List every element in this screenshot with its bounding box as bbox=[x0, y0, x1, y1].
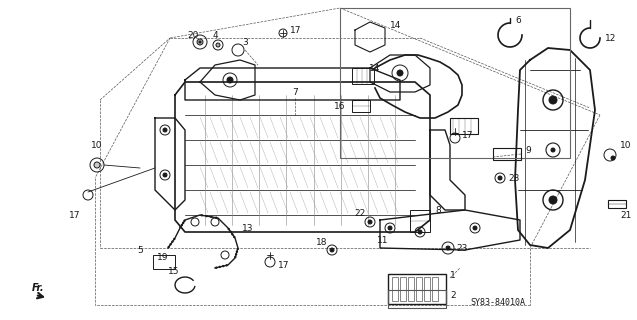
Text: 22: 22 bbox=[354, 209, 366, 218]
Text: 5: 5 bbox=[137, 245, 143, 254]
Text: 17: 17 bbox=[290, 26, 301, 35]
Circle shape bbox=[388, 226, 392, 230]
Circle shape bbox=[611, 156, 615, 160]
Circle shape bbox=[171, 240, 174, 243]
Circle shape bbox=[549, 96, 557, 104]
Circle shape bbox=[551, 148, 555, 152]
Text: 17: 17 bbox=[278, 260, 289, 269]
Bar bbox=[493, 148, 521, 160]
Circle shape bbox=[163, 128, 167, 132]
Circle shape bbox=[215, 267, 217, 269]
Circle shape bbox=[397, 70, 403, 76]
Text: 6: 6 bbox=[515, 15, 521, 25]
Circle shape bbox=[163, 173, 167, 177]
Circle shape bbox=[368, 220, 372, 224]
Bar bbox=[450, 118, 478, 134]
Circle shape bbox=[227, 228, 230, 230]
Text: 9: 9 bbox=[525, 146, 531, 155]
Text: 23: 23 bbox=[508, 173, 519, 182]
Bar bbox=[432, 277, 438, 301]
Bar bbox=[608, 200, 626, 208]
Bar bbox=[424, 277, 430, 301]
Text: 7: 7 bbox=[292, 87, 298, 97]
Circle shape bbox=[197, 39, 203, 45]
Text: 10: 10 bbox=[620, 140, 631, 149]
Bar bbox=[352, 68, 374, 84]
Bar bbox=[410, 210, 430, 232]
Circle shape bbox=[94, 162, 100, 168]
Circle shape bbox=[179, 226, 182, 228]
Text: 17: 17 bbox=[462, 131, 473, 140]
Circle shape bbox=[418, 230, 422, 234]
Circle shape bbox=[235, 253, 238, 256]
Text: 15: 15 bbox=[168, 268, 180, 276]
Bar bbox=[153, 255, 175, 269]
Text: 10: 10 bbox=[91, 140, 103, 149]
Circle shape bbox=[446, 246, 450, 250]
Circle shape bbox=[199, 41, 201, 43]
Text: 19: 19 bbox=[157, 253, 169, 262]
Circle shape bbox=[205, 215, 208, 217]
Text: 4: 4 bbox=[212, 30, 218, 39]
Circle shape bbox=[330, 248, 334, 252]
Circle shape bbox=[168, 246, 170, 248]
Circle shape bbox=[229, 230, 232, 233]
Text: 17: 17 bbox=[69, 211, 81, 220]
Text: 8: 8 bbox=[435, 205, 441, 214]
Circle shape bbox=[173, 238, 176, 240]
Bar bbox=[392, 277, 398, 301]
Bar bbox=[388, 290, 446, 308]
Text: 20: 20 bbox=[187, 30, 199, 39]
Circle shape bbox=[210, 216, 213, 218]
Circle shape bbox=[218, 266, 221, 268]
Circle shape bbox=[225, 264, 228, 267]
Bar bbox=[400, 277, 406, 301]
Circle shape bbox=[227, 77, 233, 83]
Text: 18: 18 bbox=[316, 237, 328, 246]
Circle shape bbox=[182, 222, 184, 224]
Circle shape bbox=[236, 248, 239, 250]
Text: 3: 3 bbox=[242, 37, 248, 46]
Circle shape bbox=[233, 236, 236, 238]
Bar bbox=[408, 277, 414, 301]
Circle shape bbox=[215, 217, 217, 219]
Circle shape bbox=[216, 43, 220, 47]
Bar bbox=[388, 274, 446, 304]
Circle shape bbox=[234, 256, 236, 258]
Text: 12: 12 bbox=[605, 34, 617, 43]
Circle shape bbox=[169, 243, 172, 245]
Text: 21: 21 bbox=[620, 211, 631, 220]
Text: 23: 23 bbox=[456, 244, 468, 252]
Circle shape bbox=[473, 226, 477, 230]
Text: SY83-84010A: SY83-84010A bbox=[470, 298, 525, 307]
Circle shape bbox=[236, 251, 238, 253]
Text: Fr.: Fr. bbox=[32, 283, 45, 293]
Bar bbox=[340, 8, 570, 158]
Circle shape bbox=[549, 196, 557, 204]
Text: 2: 2 bbox=[450, 291, 455, 300]
Bar bbox=[416, 277, 422, 301]
Text: 14: 14 bbox=[369, 63, 380, 73]
Circle shape bbox=[222, 265, 224, 267]
Text: 16: 16 bbox=[334, 101, 345, 110]
Text: 14: 14 bbox=[390, 20, 401, 29]
Text: 1: 1 bbox=[450, 271, 455, 281]
Text: 11: 11 bbox=[377, 236, 389, 244]
Circle shape bbox=[201, 214, 203, 217]
Circle shape bbox=[498, 176, 502, 180]
Text: 13: 13 bbox=[242, 223, 254, 233]
Circle shape bbox=[231, 233, 234, 236]
Circle shape bbox=[183, 220, 186, 222]
Circle shape bbox=[181, 224, 183, 226]
Bar bbox=[352, 100, 370, 112]
